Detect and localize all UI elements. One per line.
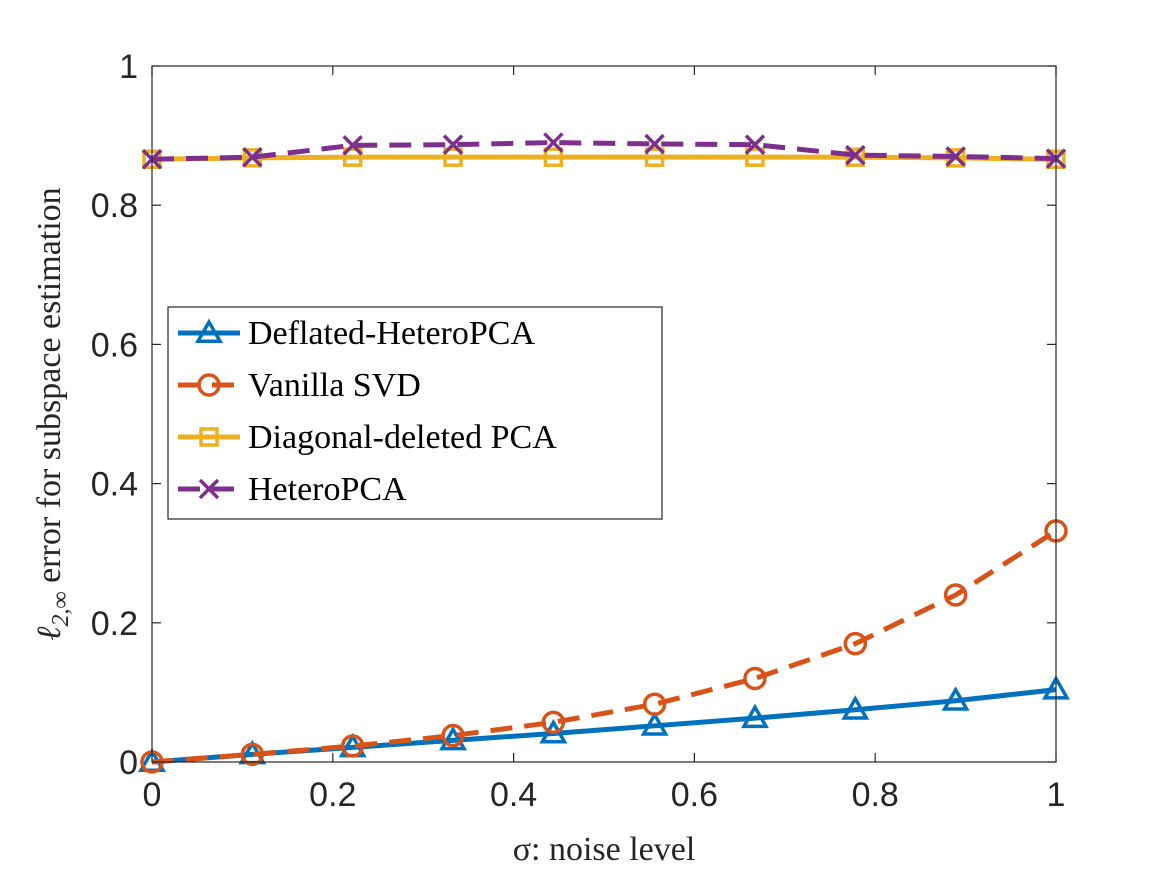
x-tick-label-4: 0.8 xyxy=(852,776,899,814)
data-point-3-3 xyxy=(442,134,464,155)
legend-label-0: Deflated-HeteroPCA xyxy=(248,315,535,352)
x-tick-label-2: 0.4 xyxy=(490,776,537,814)
axes-box xyxy=(151,65,1057,763)
data-point-1-6 xyxy=(743,666,767,691)
legend-entry-1: Vanilla SVD xyxy=(178,367,421,404)
data-point-1-5 xyxy=(642,692,667,716)
legend-label-3: HeteroPCA xyxy=(248,471,407,508)
series-layer xyxy=(137,132,1071,774)
data-point-2-7 xyxy=(845,147,866,167)
data-point-2-3 xyxy=(443,147,463,167)
y-tick-label-0: 0 xyxy=(119,744,138,782)
x-tick-label-1: 0.2 xyxy=(309,776,356,814)
data-point-3-1 xyxy=(242,146,263,168)
data-point-1-2 xyxy=(340,734,365,758)
legend-entry-3: HeteroPCA xyxy=(178,471,407,508)
data-point-1-4 xyxy=(541,710,566,735)
data-point-3-5 xyxy=(644,133,665,155)
y-axis-label-subscript: 2,∞ xyxy=(48,591,74,626)
series-line-1 xyxy=(151,528,1058,765)
data-point-0-7 xyxy=(841,695,870,720)
legend-marker-2 xyxy=(199,427,219,447)
data-point-1-8 xyxy=(943,583,968,607)
data-point-0-8 xyxy=(941,686,970,711)
data-point-3-2 xyxy=(342,135,363,156)
y-tick-label-3: 0.6 xyxy=(91,326,138,364)
data-point-0-5 xyxy=(640,711,669,736)
data-point-0-3 xyxy=(439,725,468,751)
axes-layer xyxy=(151,65,1057,763)
data-point-1-1 xyxy=(240,742,265,767)
data-point-3-7 xyxy=(845,144,866,166)
data-point-2-4 xyxy=(543,147,564,167)
x-tick-label-3: 0.6 xyxy=(671,776,718,814)
legend-marker-3 xyxy=(198,478,220,500)
x-axis-label: σ: noise level xyxy=(513,831,696,868)
legend-label-1: Vanilla SVD xyxy=(248,367,421,404)
y-axis-label: ℓ2,∞ error for subspace estimation xyxy=(31,187,74,640)
data-point-1-3 xyxy=(441,723,465,748)
y-axis-label-ell: ℓ xyxy=(31,627,68,641)
x-tick-label-0: 0 xyxy=(143,776,162,814)
y-tick-label-2: 0.4 xyxy=(91,466,138,504)
series-line-3 xyxy=(151,140,1057,162)
y-tick-label-1: 0.2 xyxy=(91,605,138,643)
legend-label-2: Diagonal-deleted PCA xyxy=(248,419,557,456)
data-point-1-7 xyxy=(843,631,868,656)
ticks-layer: 0 0.2 0.4 0.6 0.8 1 0 0.2 0.4 0.6 0.8 1 xyxy=(91,48,1066,814)
data-point-3-6 xyxy=(744,134,766,155)
legend-marker-1 xyxy=(197,373,221,397)
legend-marker-0 xyxy=(194,318,224,343)
legend-box xyxy=(167,306,663,520)
y-tick-label-4: 0.8 xyxy=(91,187,138,225)
data-point-2-6 xyxy=(745,147,765,167)
y-axis-label-text: error for subspace estimation xyxy=(31,187,68,591)
legend: Deflated-HeteroPCA Vanilla SVD Diagonal-de… xyxy=(167,306,663,520)
y-tick-label-5: 1 xyxy=(119,48,138,86)
data-point-2-2 xyxy=(342,147,363,167)
legend-entry-0: Deflated-HeteroPCA xyxy=(178,315,535,352)
legend-entry-2: Diagonal-deleted PCA xyxy=(178,419,557,456)
x-tick-label-5: 1 xyxy=(1047,776,1066,814)
data-point-0-6 xyxy=(740,703,769,729)
data-point-3-4 xyxy=(543,132,564,153)
data-point-2-5 xyxy=(644,147,665,167)
data-point-3-8 xyxy=(945,146,966,167)
